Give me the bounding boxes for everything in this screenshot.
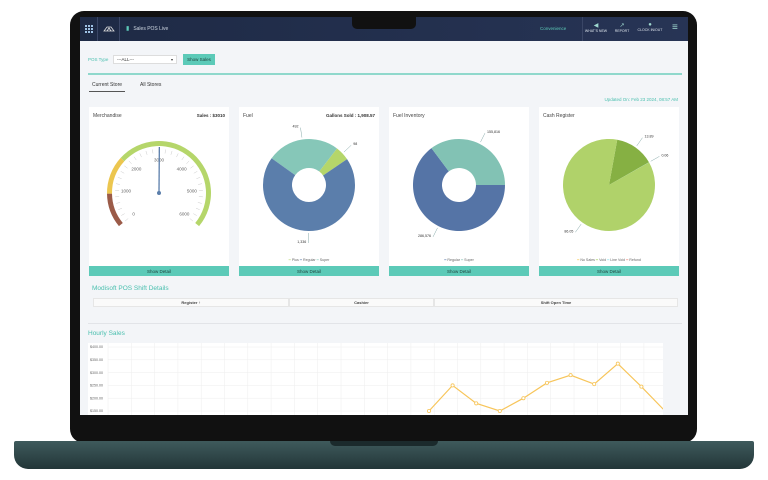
gauge-band [120, 140, 212, 227]
data-label: 286,576 [418, 234, 431, 238]
gauge-tick-label: 2000 [131, 166, 142, 171]
data-point [592, 382, 597, 387]
slice-super [271, 139, 338, 176]
merchandise-card: Merchandise Sales : $3010 01000200030004… [89, 107, 229, 276]
data-label: 98 [353, 142, 357, 146]
divider [88, 323, 682, 324]
fuel-inventory-donut-chart: 286,576 155,816 [413, 130, 505, 238]
fuel-donut-chart: 492 98 1,336 [263, 125, 357, 244]
legend: ━ Plus ━ Regular ━ Super [288, 258, 330, 262]
camera-notch [352, 16, 416, 29]
data-point [450, 383, 455, 388]
slice-super [431, 139, 505, 185]
tab-current-store[interactable]: Current Store [89, 82, 126, 92]
data-point [568, 373, 573, 378]
show-detail-button[interactable]: Show Detail [89, 266, 229, 276]
show-detail-button[interactable]: Show Detail [239, 266, 379, 276]
legend: ━ Regular ━ Super [444, 258, 474, 262]
chart-icon: ↗ [619, 23, 625, 29]
gauge-tick-label: 0 [132, 212, 135, 217]
cash-register-pie-chart: 13.89 0.06 86.05 [563, 135, 668, 233]
y-tick-label: $350.00 [90, 358, 103, 362]
card-title: Merchandise [93, 113, 122, 119]
bar-chart-icon: ▮ [126, 26, 130, 32]
data-label: 492 [292, 125, 298, 129]
data-point [521, 396, 526, 401]
show-detail-button[interactable]: Show Detail [539, 266, 679, 276]
y-tick-label: $200.00 [90, 396, 103, 400]
data-label: 86.05 [564, 229, 573, 233]
gauge-tick-label: 4000 [177, 166, 188, 171]
legend: ━ No Sales ━ Void ━ Line Void ━ Refund [577, 258, 641, 262]
sales-gauge: 0100020003000400050006000 [107, 140, 212, 227]
slice-regular [263, 158, 355, 232]
gallons-summary: Gallons Sold : 1,908.57 [325, 113, 375, 118]
data-point [544, 380, 549, 385]
hourly-sales-chart: $400.00 $350.00 $300.00 $250.00 $200.00 $150.… [88, 343, 663, 415]
data-label: 13.89 [645, 135, 654, 139]
store-name[interactable]: Convenience [540, 26, 567, 31]
column-header-shift-open-time[interactable]: Shift Open Time [434, 298, 678, 307]
megaphone-icon: ◀ [593, 23, 599, 29]
data-point [497, 409, 502, 414]
gauge-hub [157, 191, 161, 195]
card-title: Cash Register [543, 113, 575, 119]
clock-in-out-button[interactable]: ● CLOCK IN/OUT [637, 22, 663, 32]
pos-type-label: POS Type [88, 57, 109, 62]
slice-regular [413, 148, 505, 231]
slice-plus [319, 148, 348, 176]
clock-icon: ● [648, 22, 652, 28]
fuel-inventory-card: Fuel Inventory 286,576 155,816 ━ Regular … [389, 107, 529, 276]
laptop-base [14, 441, 754, 469]
apps-grid-icon[interactable] [80, 17, 98, 41]
gauge-tick-label: 1000 [121, 188, 132, 193]
show-sales-button[interactable]: Show Sales [183, 54, 215, 65]
y-tick-label: $150.00 [90, 409, 103, 413]
slice-void [609, 139, 649, 185]
app-title: Sales POS Live [133, 25, 169, 32]
data-point [474, 401, 479, 406]
sales-summary: Sales : $3010 [196, 113, 225, 118]
app-screen: ▮ Sales POS Live Convenience ◀ WHAT'S NEW… [80, 17, 688, 415]
column-header-cashier[interactable]: Cashier [289, 298, 434, 307]
shift-details-title: Modisoft POS Shift Details [92, 285, 169, 292]
data-point [639, 384, 644, 389]
slice-line-void [609, 162, 650, 185]
data-label: 1,336 [297, 240, 306, 244]
gauge-band [107, 193, 123, 227]
y-tick-label: $250.00 [90, 384, 103, 388]
whats-new-button[interactable]: ◀ WHAT'S NEW [584, 23, 608, 33]
slice-void [563, 139, 655, 231]
gauge-tick-label: 6000 [179, 212, 190, 217]
data-point [615, 361, 620, 366]
logo-icon[interactable] [98, 17, 120, 41]
pos-type-select[interactable]: ---ALL--- ▾ [113, 55, 177, 64]
y-tick-label: $300.00 [90, 371, 103, 375]
gauge-tick-label: 5000 [187, 188, 198, 193]
menu-icon[interactable]: ≡ [672, 22, 678, 33]
gauge-band [107, 157, 125, 194]
fuel-card: Fuel Gallons Sold : 1,908.57 492 98 1,336 … [239, 107, 379, 276]
card-title: Fuel Inventory [393, 113, 425, 119]
data-label: 155,816 [487, 130, 500, 134]
hourly-sales-title: Hourly Sales [88, 330, 125, 337]
tab-all-stores[interactable]: All Stores [140, 82, 162, 88]
cash-register-card: Cash Register 13.89 0.06 86.05 ━ No Sales … [539, 107, 679, 276]
divider [88, 73, 682, 75]
data-label: 0.06 [661, 153, 668, 157]
y-tick-label: $400.00 [90, 345, 103, 349]
chevron-down-icon: ▾ [170, 57, 173, 62]
card-title: Fuel [243, 113, 253, 119]
column-header-register[interactable]: Register ↑ [93, 298, 289, 307]
data-point [426, 409, 431, 414]
updated-timestamp: Updated On: Feb 23 2024, 08:57 AM [604, 97, 678, 102]
show-detail-button[interactable]: Show Detail [389, 266, 529, 276]
report-button[interactable]: ↗ REPORT [610, 22, 634, 33]
